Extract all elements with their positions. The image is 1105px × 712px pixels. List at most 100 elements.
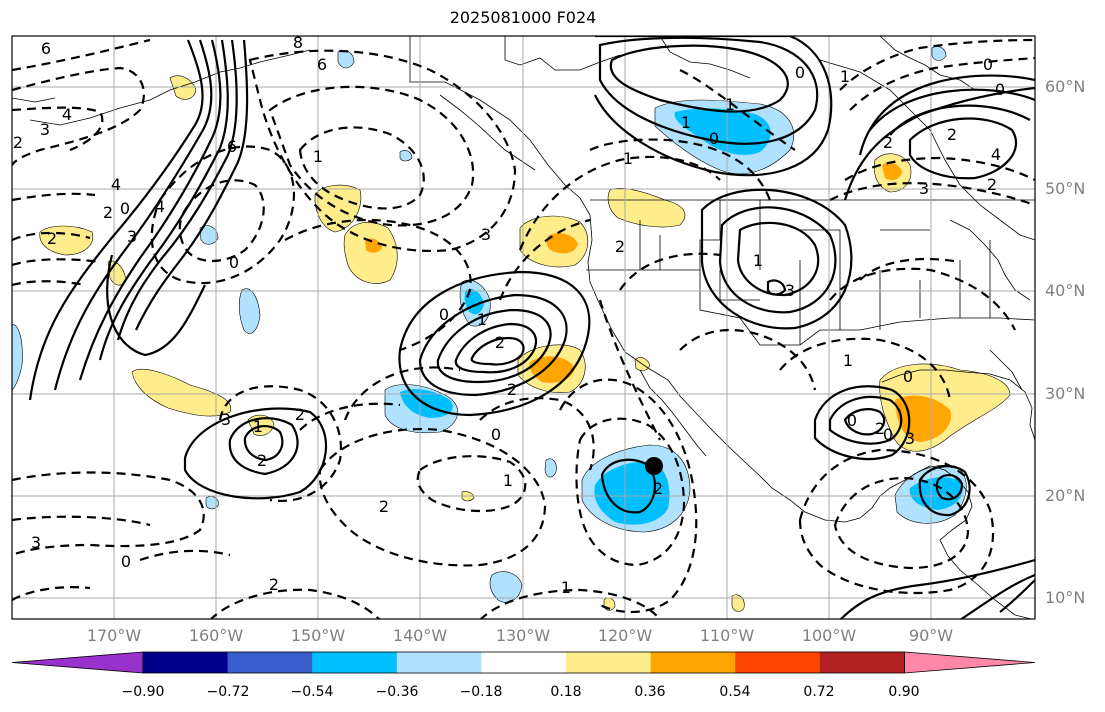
yellow-shade [546,233,578,254]
contour-value-label: 3 [40,120,50,139]
contour-value-label: 2 [103,203,113,222]
contour-value-label: 1 [840,67,850,86]
solid-contours [28,36,1035,619]
colorbar-tick-label: −0.36 [375,684,419,700]
colorbar-tick-label: −0.90 [121,684,165,700]
colorbar-segment [819,652,905,673]
lon-label-110w: 110°W [699,626,755,645]
contour-value-label: 3 [481,225,491,244]
contour-value-label: 2 [507,380,517,399]
colorbar-tick-label: 0.72 [803,684,835,700]
contour-value-label: 3 [905,429,915,448]
contour-value-label: 2 [257,451,267,470]
contour-value-label: 1 [753,251,763,270]
contour-value-label: 2 [875,419,885,438]
blue-shade [544,458,557,478]
chart-title: 2025081000 F024 [449,8,597,27]
contour-value-label: 0 [983,55,993,74]
colorbar-segment [650,652,736,673]
contour-value-label: 6 [317,55,327,74]
yellow-shade [365,238,382,253]
colorbar-tick-label: 0.36 [634,684,666,700]
colorbar-tick-label: 0.90 [888,684,920,700]
colorbar-segment [481,652,567,673]
contour-value-label: 0 [795,63,805,82]
contour-value-label: 2 [47,229,57,248]
contour-value-label: 3 [127,227,137,246]
contour-value-label: 3 [31,533,41,552]
contour-value-label: 0 [847,411,857,430]
yellow-shade [131,369,232,417]
colorbar-frame [142,651,905,674]
blue-shade [594,461,670,525]
contour-value-label: 3 [919,179,929,198]
contour-value-label: 0 [120,199,130,218]
contour-value-label: 2 [295,405,305,424]
contour-value-label: 0 [903,367,913,386]
contour-value-label: 4 [991,145,1001,164]
lon-label-150w: 150°W [290,626,346,645]
colorbar-tick-label: −0.54 [290,684,334,700]
contour-value-label: 0 [121,552,131,571]
contour-value-label: 1 [477,310,487,329]
contour-value-label: 0 [439,305,449,324]
colorbar-extend-left [11,651,144,674]
contour-value-label: 1 [843,351,853,370]
lat-label-20n: 20°N [1045,486,1086,505]
contour-value-label: 1 [623,149,633,168]
contour-value-label: 6 [227,137,237,156]
contour-value-label: 4 [111,175,121,194]
contour-value-label: 0 [709,129,719,148]
contour-value-label: 8 [293,33,303,52]
location-marker [645,457,663,475]
blue-shade [199,225,219,245]
lon-label-120w: 120°W [597,626,653,645]
contour-value-label: 3 [785,281,795,300]
blue-shade [399,150,413,162]
contour-value-label: 1 [725,95,735,114]
contour-value-label: 1 [681,113,691,132]
contour-value-label: 2 [495,333,505,352]
yellow-shade [731,594,745,612]
lat-label-40n: 40°N [1045,281,1086,300]
colorbar-segment [396,652,482,673]
colorbar-segment [227,652,313,673]
contour-value-label: 0 [995,80,1005,99]
colorbar-tick-label: 0.54 [719,684,751,700]
contour-value-label: 1 [503,471,513,490]
colorbar-segment [143,652,229,673]
dashed-contours [12,38,1035,619]
contour-value-label: 0 [491,425,501,444]
contour-value-label: 2 [653,479,663,498]
yellow-shade [39,225,94,256]
blue-shade [205,496,219,510]
contour-value-label: 2 [947,125,957,144]
colorbar-tick-label: −0.18 [459,684,503,700]
gridlines [12,36,1035,619]
colorbar-tick-label: −0.72 [206,684,250,700]
contour-value-label: 1 [561,578,571,597]
contour-value-label: 2 [379,497,389,516]
blue-shade [12,324,23,391]
lat-label-10n: 10°N [1045,588,1086,607]
lat-label-50n: 50°N [1045,179,1086,198]
lon-label-140w: 140°W [392,626,448,645]
colorbar-segment [312,652,398,673]
contour-value-label: 4 [155,197,165,216]
contour-value-label: 1 [253,417,263,436]
blue-shade [238,288,261,334]
lon-label-160w: 160°W [188,626,244,645]
lon-label-130w: 130°W [495,626,551,645]
coastlines [12,36,1035,619]
colorbar-segment [566,652,652,673]
lat-label-60n: 60°N [1045,77,1086,96]
lat-label-30n: 30°N [1045,384,1086,403]
contour-value-label: 3 [221,410,231,429]
lon-label-170w: 170°W [86,626,142,645]
lon-label-90w: 90°W [908,626,954,645]
colorbar-tick-label: 0.18 [550,684,582,700]
colorbar [11,651,1036,674]
contour-value-label: 2 [987,175,997,194]
